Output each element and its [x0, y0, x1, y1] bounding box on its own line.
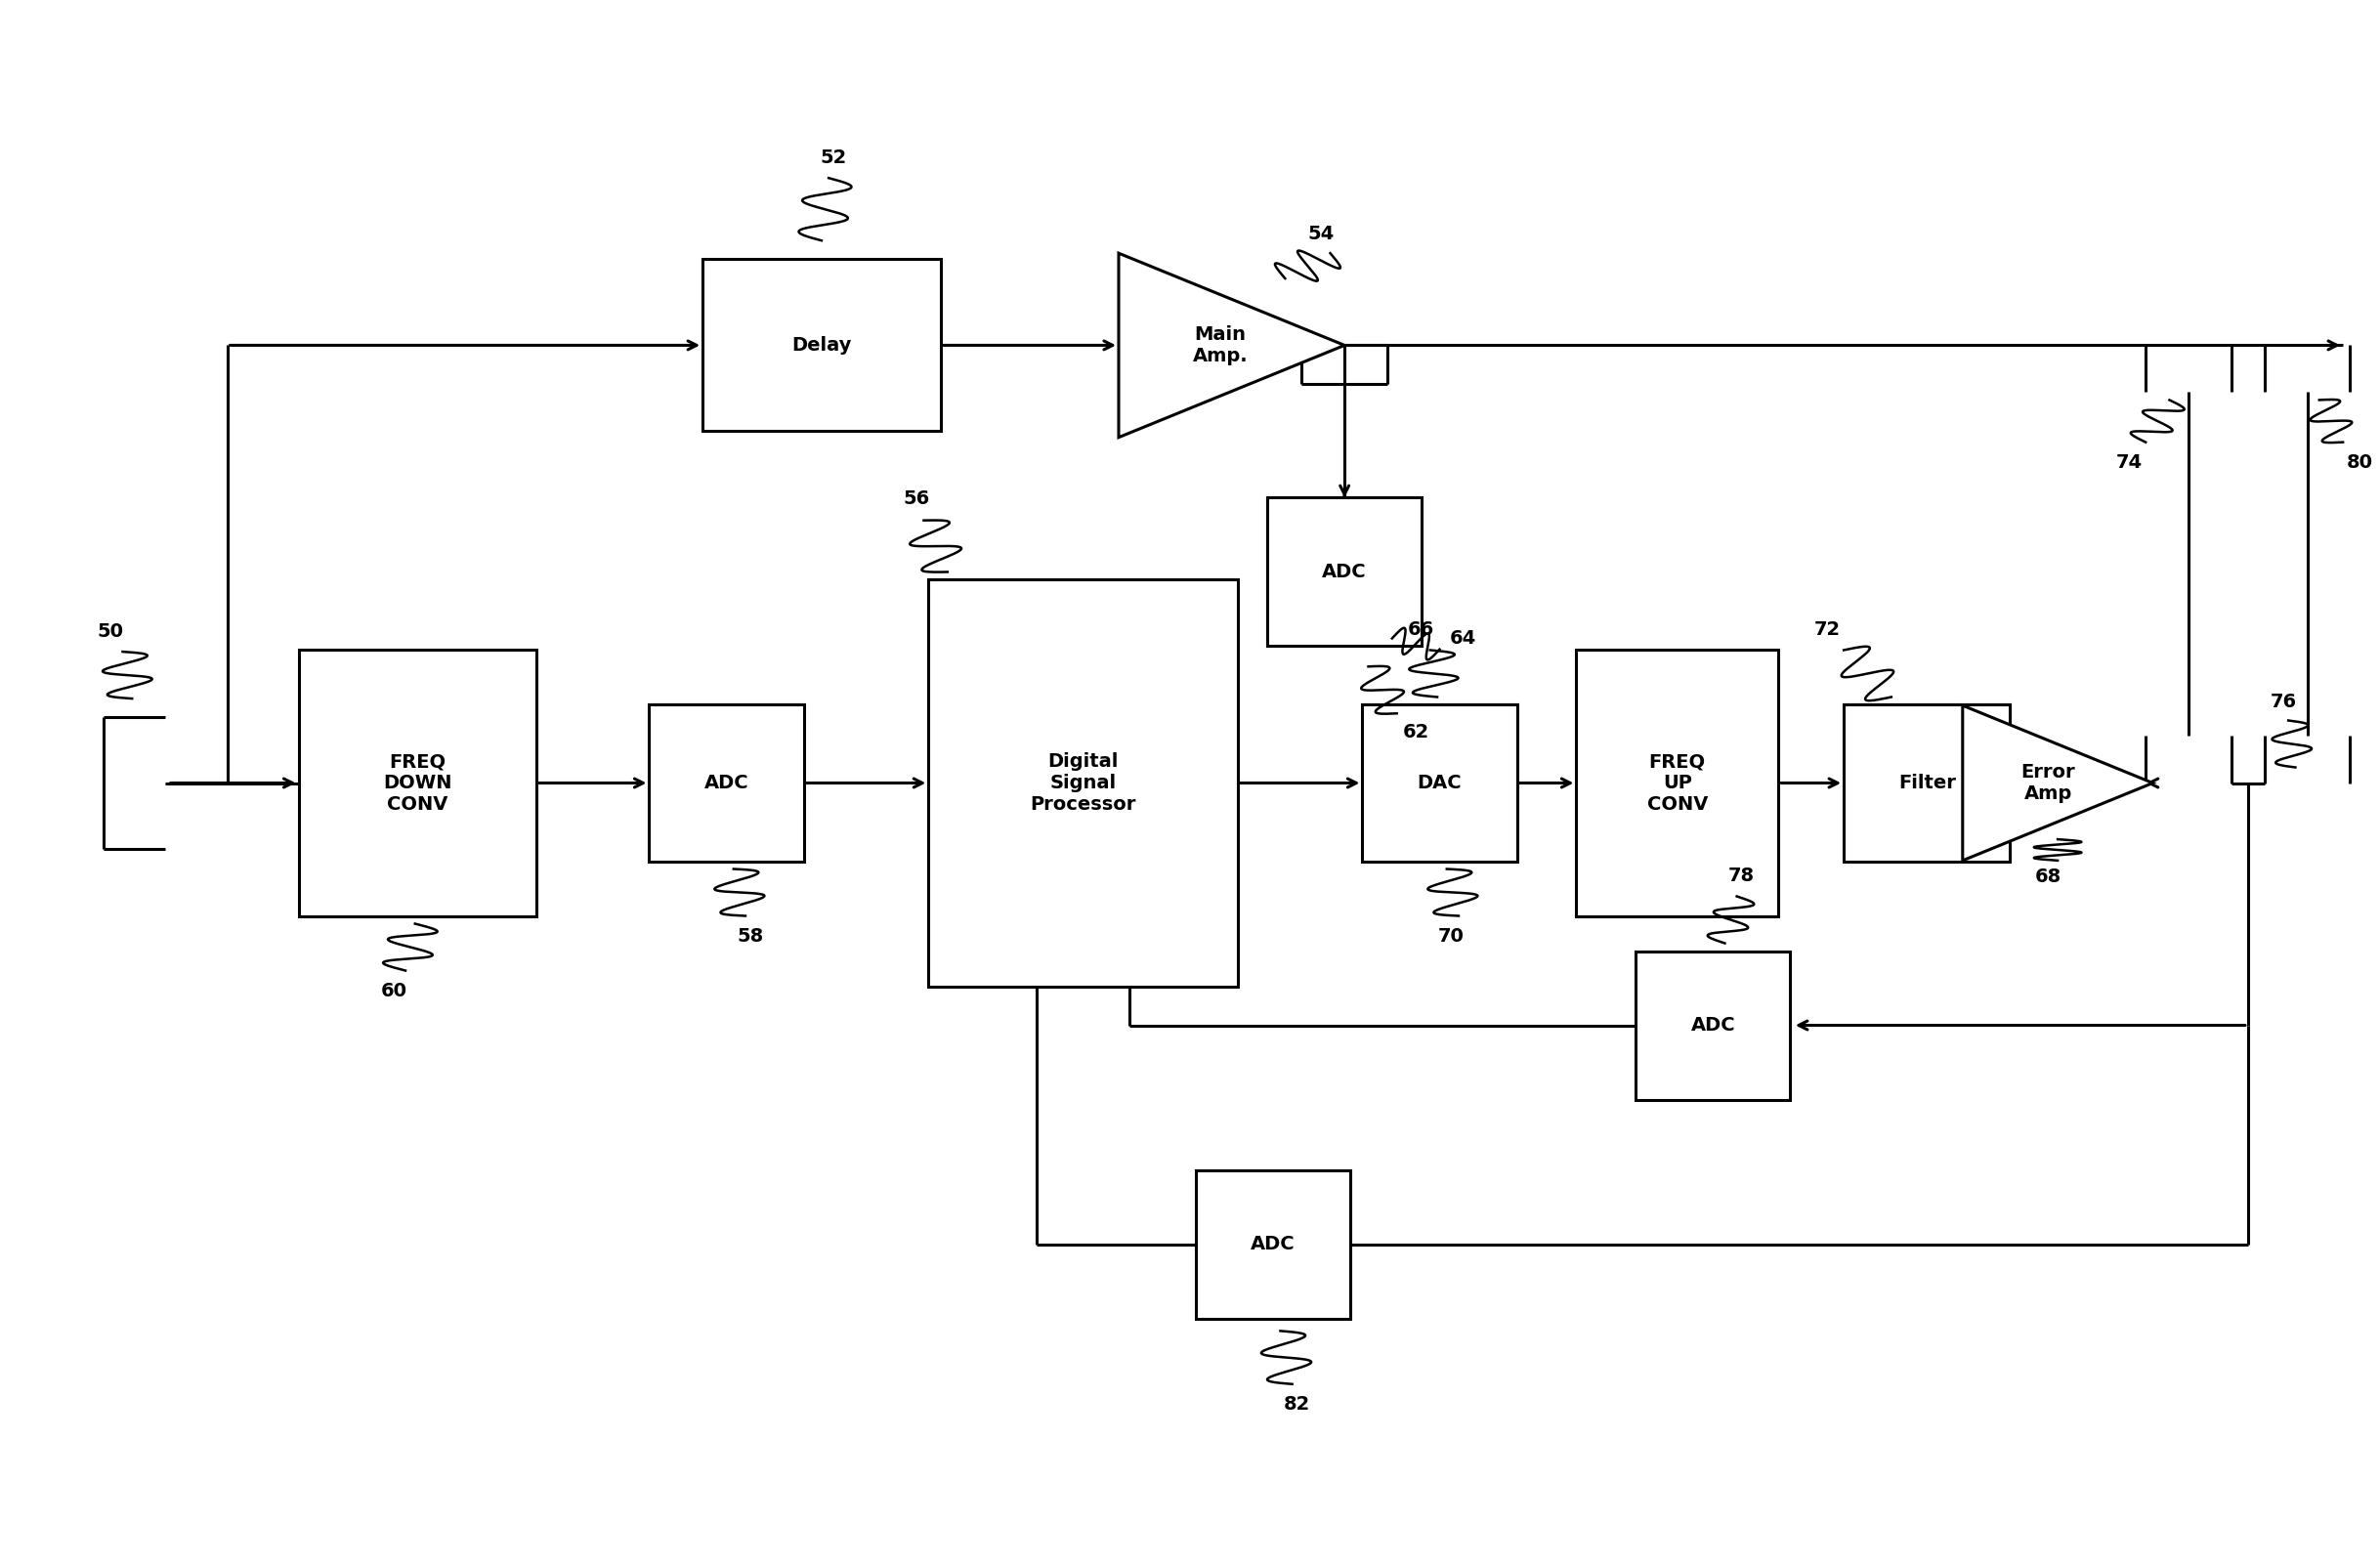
Text: Error
Amp: Error Amp — [2021, 763, 2075, 803]
Text: 70: 70 — [1438, 927, 1464, 946]
Text: 66: 66 — [1407, 620, 1433, 639]
Text: 62: 62 — [1402, 723, 1428, 741]
Bar — [1361, 705, 1516, 861]
Text: ADC: ADC — [704, 774, 750, 792]
Text: 50: 50 — [98, 622, 124, 640]
Text: Filter: Filter — [1899, 774, 1956, 792]
Text: 72: 72 — [1814, 620, 1840, 639]
Text: FREQ
UP
CONV: FREQ UP CONV — [1647, 752, 1709, 814]
Text: 58: 58 — [738, 927, 764, 946]
Bar — [1635, 951, 1790, 1099]
Text: 76: 76 — [2271, 692, 2297, 711]
Bar — [928, 579, 1238, 987]
Text: 78: 78 — [1728, 866, 1754, 885]
Text: 60: 60 — [381, 982, 407, 1001]
Text: 74: 74 — [2116, 453, 2142, 471]
Text: DAC: DAC — [1418, 774, 1461, 792]
Text: 64: 64 — [1449, 630, 1476, 648]
Bar — [650, 705, 804, 861]
Text: 54: 54 — [1307, 224, 1335, 243]
Text: 82: 82 — [1283, 1395, 1311, 1414]
Text: 68: 68 — [2035, 868, 2061, 886]
Text: ADC: ADC — [1323, 562, 1366, 581]
Bar — [1845, 705, 2011, 861]
Bar — [1266, 498, 1421, 647]
Bar — [1576, 650, 1778, 916]
Bar — [1195, 1170, 1349, 1319]
Text: Delay: Delay — [793, 337, 852, 354]
Text: FREQ
DOWN
CONV: FREQ DOWN CONV — [383, 752, 452, 814]
Text: Main
Amp.: Main Amp. — [1192, 326, 1247, 365]
Text: 56: 56 — [904, 489, 931, 507]
Text: 52: 52 — [821, 149, 847, 168]
Polygon shape — [1119, 254, 1345, 437]
Bar — [298, 650, 536, 916]
Text: Digital
Signal
Processor: Digital Signal Processor — [1031, 752, 1135, 814]
Polygon shape — [1963, 705, 2154, 861]
Text: ADC: ADC — [1252, 1236, 1295, 1253]
Bar — [702, 260, 940, 431]
Text: 80: 80 — [2347, 453, 2373, 471]
Text: ADC: ADC — [1690, 1016, 1735, 1035]
